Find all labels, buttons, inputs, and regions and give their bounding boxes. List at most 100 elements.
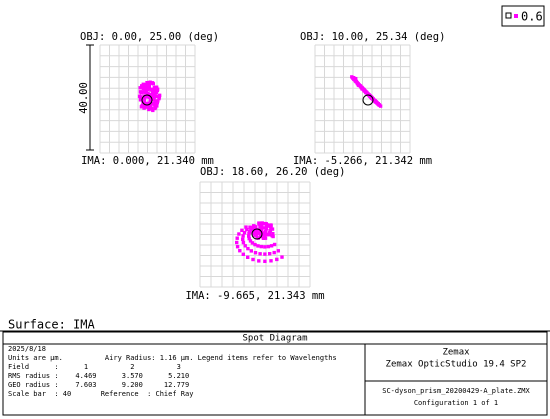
- spot-point: [149, 102, 153, 107]
- object-label: OBJ: 0.00, 25.00 (deg): [80, 31, 219, 43]
- spot-point: [145, 102, 149, 106]
- spot-point: [259, 228, 264, 232]
- spot-point: [152, 102, 157, 106]
- spot-point: [150, 87, 154, 91]
- spot-point: [252, 232, 256, 236]
- spot-point: [257, 221, 261, 225]
- airy-disk: [141, 94, 153, 106]
- spot-point: [154, 94, 158, 98]
- spot-point: [242, 231, 247, 235]
- spot-point: [235, 240, 239, 245]
- spot-point: [151, 91, 155, 96]
- spot-point: [253, 242, 257, 247]
- spot-point: [255, 236, 259, 240]
- spot-point: [147, 95, 152, 100]
- spot-point: [250, 241, 255, 245]
- spot-point: [248, 239, 253, 243]
- spot-point: [248, 229, 252, 233]
- surface-label: Surface: IMA: [8, 318, 95, 332]
- spot-point: [155, 104, 159, 108]
- spot-point: [275, 257, 279, 262]
- airy-disk: [362, 94, 374, 106]
- spot-point: [141, 104, 146, 108]
- spot-point: [271, 234, 275, 239]
- spot-point: [251, 257, 255, 262]
- image-label: IMA: 0.000, 21.340 mm: [81, 155, 214, 167]
- spot-point: [148, 80, 152, 84]
- spot-point: [272, 242, 277, 247]
- spot-point: [147, 83, 151, 87]
- spot-point: [355, 81, 360, 85]
- spot-point: [240, 228, 244, 232]
- spot-point: [244, 225, 248, 229]
- spot-point: [247, 234, 251, 238]
- spot-point: [256, 244, 260, 248]
- spot-point: [268, 224, 272, 228]
- legend-box: [501, 5, 545, 27]
- spot-point: [143, 94, 147, 99]
- spot-point: [147, 105, 151, 109]
- spot-point: [272, 250, 276, 255]
- footer-line: Scale bar : 40 Reference : Chief Ray: [8, 390, 193, 398]
- footer-line: GEO radius : 7.603 9.200 12.779: [8, 381, 189, 389]
- spot-point: [241, 252, 245, 256]
- spot-point: [253, 251, 258, 255]
- legend-marker: [514, 14, 518, 18]
- spot-point: [142, 106, 146, 110]
- legend-label: 0.6: [521, 10, 543, 24]
- airy-disk: [251, 228, 263, 240]
- grid: [99, 44, 196, 154]
- spot-point: [154, 88, 159, 92]
- spot-point: [362, 89, 366, 93]
- spot-point: [265, 223, 269, 227]
- spot-point: [247, 232, 251, 236]
- spot-point: [268, 229, 273, 233]
- spot-point: [257, 259, 261, 263]
- legend-icon: [505, 12, 512, 19]
- spot-point: [261, 236, 266, 240]
- spot-point: [263, 229, 268, 234]
- company: Zemax: [442, 348, 470, 358]
- footer-box: [2, 331, 548, 416]
- spot-point: [156, 99, 160, 103]
- spot-point: [138, 95, 143, 99]
- spot-point: [154, 85, 158, 89]
- spot-point: [144, 105, 148, 109]
- scale-label: 40.00: [78, 82, 90, 114]
- object-label: OBJ: 10.00, 25.34 (deg): [300, 31, 445, 43]
- spot-point: [238, 249, 242, 253]
- spot-point: [145, 81, 149, 85]
- spot-point: [259, 244, 263, 249]
- spot-point: [151, 97, 156, 102]
- spot-point: [243, 244, 247, 248]
- spot-point: [148, 100, 152, 104]
- spot-point: [252, 225, 256, 229]
- spot-point: [145, 95, 149, 99]
- spot-point: [260, 221, 264, 225]
- spot-point: [255, 231, 259, 235]
- spot-point: [264, 227, 269, 231]
- spot-point: [245, 228, 249, 232]
- spot-point: [248, 225, 252, 229]
- grid: [314, 44, 411, 154]
- file-name: SC-dyson_prism_20200429-A_plate.ZMX: [382, 387, 530, 395]
- spot-point: [150, 81, 155, 85]
- spot-point: [143, 86, 147, 91]
- spot-point: [247, 236, 251, 241]
- spot-point: [263, 259, 267, 263]
- footer-line: RMS radius : 4.469 3.570 5.210: [8, 372, 189, 380]
- spot-point: [268, 252, 272, 256]
- footer-line: Field : 1 2 3: [8, 363, 181, 371]
- image-label: IMA: -5.266, 21.342 mm: [293, 155, 432, 167]
- spot-point: [258, 252, 262, 256]
- spot-point: [260, 223, 264, 227]
- spot-point: [241, 237, 245, 241]
- spot-point: [367, 94, 372, 98]
- product: Zemax OpticStudio 19.4 SP2: [386, 360, 527, 370]
- spot-point: [254, 226, 258, 230]
- spot-point: [354, 77, 358, 81]
- configuration: Configuration 1 of 1: [414, 399, 498, 407]
- spot-point: [266, 244, 270, 249]
- spot-point: [138, 98, 143, 102]
